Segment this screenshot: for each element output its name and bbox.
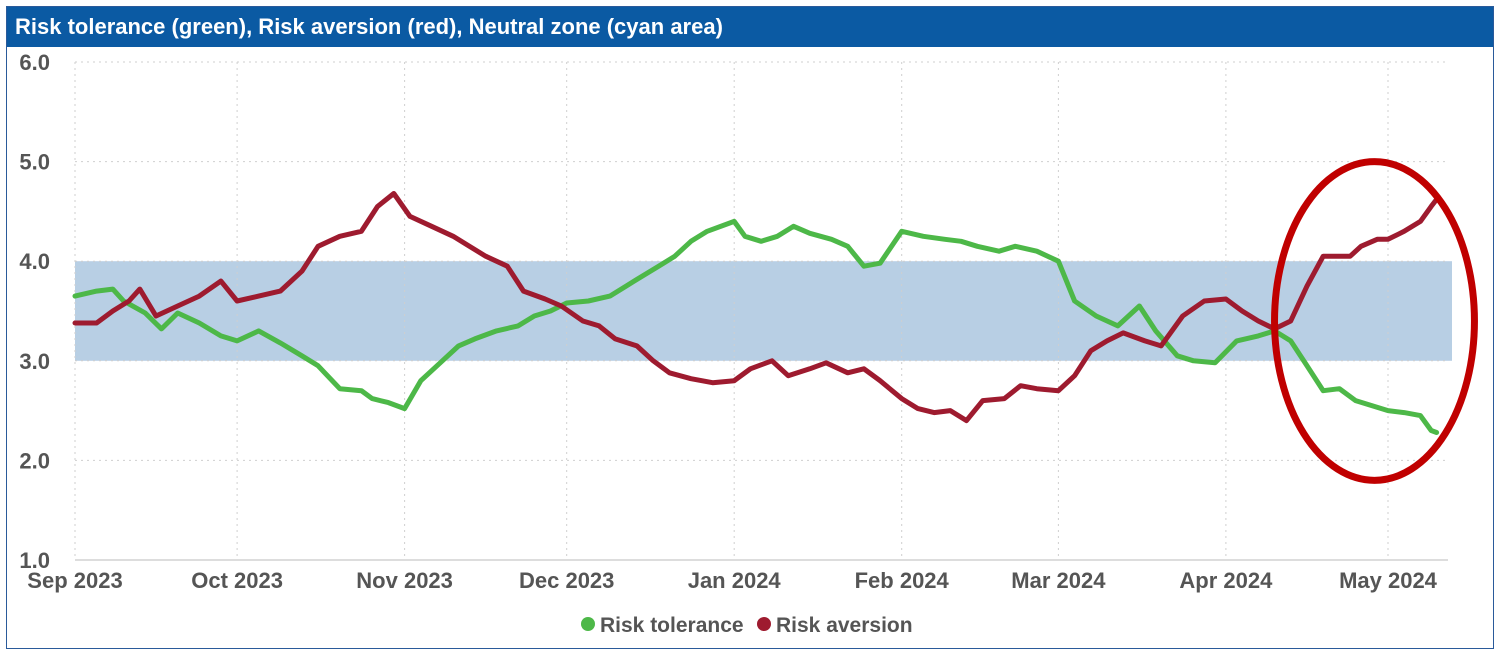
y-tick-label: 2.0 <box>19 448 50 473</box>
legend-marker-risk-aversion <box>757 617 771 631</box>
y-tick-label: 1.0 <box>19 548 50 573</box>
x-tick-label: Mar 2024 <box>1011 568 1106 593</box>
series-line-risk-aversion <box>72 191 1440 424</box>
x-tick-label: Feb 2024 <box>855 568 950 593</box>
y-tick-label: 5.0 <box>19 150 50 175</box>
x-tick-label: Dec 2023 <box>519 568 614 593</box>
x-tick-label: Apr 2024 <box>1179 568 1273 593</box>
chart-title: Risk tolerance (green), Risk aversion (r… <box>7 7 1493 47</box>
x-tick-label: Jan 2024 <box>688 568 782 593</box>
x-tick-label: Sep 2023 <box>27 568 122 593</box>
x-tick-label: Oct 2023 <box>191 568 283 593</box>
neutral-zone-band <box>75 261 1452 361</box>
legend-label-risk-tolerance: Risk tolerance <box>600 614 744 637</box>
y-tick-label: 3.0 <box>19 349 50 374</box>
highlight-ellipse <box>1271 158 1478 484</box>
y-tick-label: 6.0 <box>19 50 50 75</box>
x-tick-label: Nov 2023 <box>356 568 453 593</box>
x-tick-label: May 2024 <box>1339 568 1438 593</box>
legend-label-risk-aversion: Risk aversion <box>776 614 913 637</box>
y-tick-label: 4.0 <box>19 249 50 274</box>
legend-marker-risk-tolerance <box>581 617 595 631</box>
series-line-risk-tolerance <box>72 218 1440 435</box>
